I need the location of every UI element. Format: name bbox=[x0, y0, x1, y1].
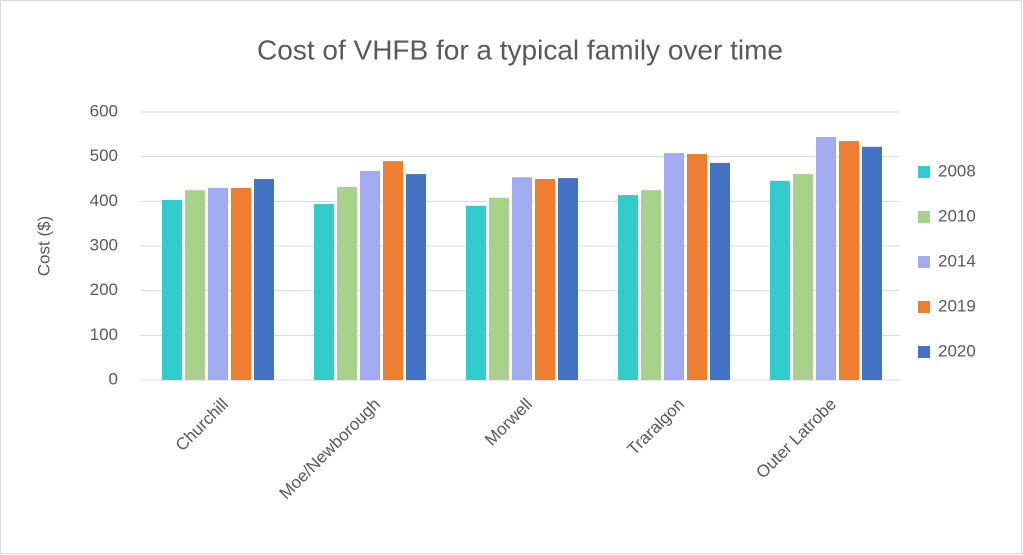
legend-swatch bbox=[918, 166, 930, 178]
legend-swatch bbox=[918, 211, 930, 223]
y-tick-label: 500 bbox=[90, 146, 118, 165]
y-tick-label: 200 bbox=[90, 280, 118, 299]
bar bbox=[770, 180, 790, 380]
legend-label: 2014 bbox=[938, 251, 976, 270]
bar bbox=[360, 170, 380, 380]
legend-swatch bbox=[918, 256, 930, 268]
y-tick-label: 400 bbox=[90, 191, 118, 210]
bar bbox=[839, 141, 859, 380]
legend-swatch bbox=[918, 346, 930, 358]
bar bbox=[535, 179, 555, 380]
bar bbox=[558, 178, 578, 380]
y-tick-label: 100 bbox=[90, 325, 118, 344]
y-axis-label: Cost ($) bbox=[34, 216, 53, 276]
legend-label: 2008 bbox=[938, 161, 976, 180]
bar bbox=[816, 137, 836, 380]
bar bbox=[254, 179, 274, 380]
bar bbox=[793, 174, 813, 380]
bar bbox=[664, 153, 684, 380]
bar bbox=[687, 153, 707, 380]
bar bbox=[489, 197, 509, 380]
bar bbox=[231, 187, 251, 380]
bar bbox=[208, 187, 228, 380]
legend-label: 2020 bbox=[938, 341, 976, 360]
legend-label: 2010 bbox=[938, 206, 976, 225]
bar bbox=[512, 177, 532, 380]
y-tick-label: 300 bbox=[90, 235, 118, 254]
bar bbox=[862, 146, 882, 380]
legend-swatch bbox=[918, 301, 930, 313]
y-tick-label: 0 bbox=[109, 369, 118, 388]
bar bbox=[618, 195, 638, 380]
bar bbox=[337, 187, 357, 380]
chart-title: Cost of VHFB for a typical family over t… bbox=[257, 34, 783, 65]
bar bbox=[641, 190, 661, 380]
y-tick-label: 600 bbox=[90, 101, 118, 120]
bar bbox=[466, 205, 486, 380]
bar bbox=[383, 161, 403, 380]
bar bbox=[406, 174, 426, 380]
bar bbox=[185, 190, 205, 380]
legend-label: 2019 bbox=[938, 296, 976, 315]
bar bbox=[710, 162, 730, 380]
bar bbox=[162, 199, 182, 380]
bar bbox=[314, 204, 334, 380]
